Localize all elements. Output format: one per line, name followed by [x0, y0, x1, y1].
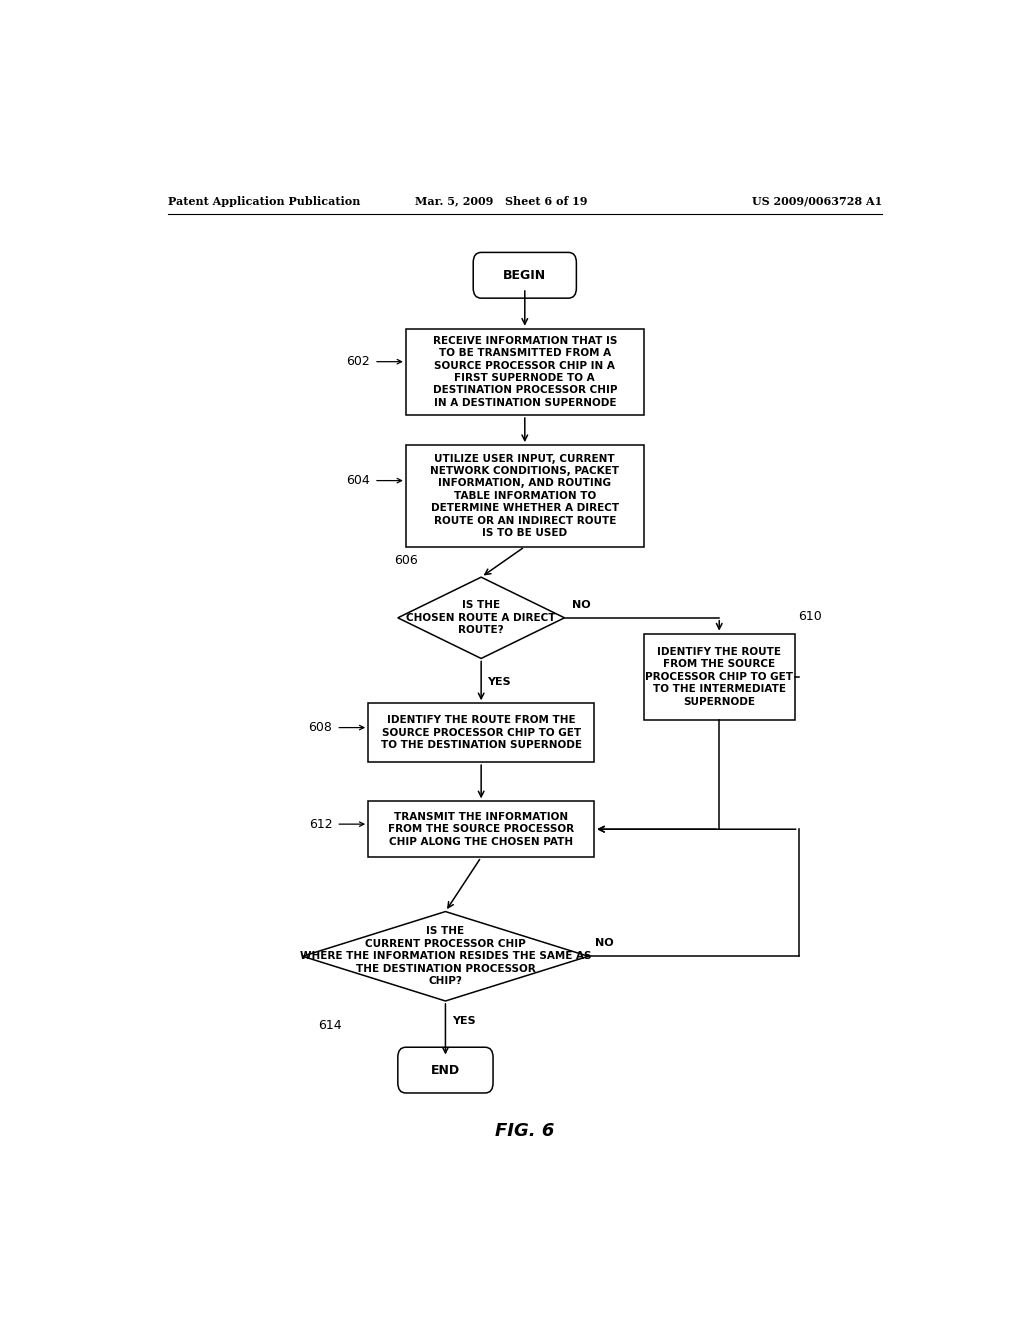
Text: YES: YES — [452, 1016, 475, 1026]
Text: IDENTIFY THE ROUTE
FROM THE SOURCE
PROCESSOR CHIP TO GET
TO THE INTERMEDIATE
SUP: IDENTIFY THE ROUTE FROM THE SOURCE PROCE… — [645, 647, 794, 706]
Bar — [406, 329, 644, 414]
Text: 602: 602 — [346, 355, 370, 368]
FancyBboxPatch shape — [397, 1047, 494, 1093]
Text: 608: 608 — [308, 721, 333, 734]
Text: 606: 606 — [394, 554, 418, 568]
FancyBboxPatch shape — [473, 252, 577, 298]
Text: 612: 612 — [308, 817, 333, 830]
Text: NO: NO — [572, 599, 591, 610]
Polygon shape — [397, 577, 564, 659]
Text: 614: 614 — [318, 1019, 342, 1032]
Text: UTILIZE USER INPUT, CURRENT
NETWORK CONDITIONS, PACKET
INFORMATION, AND ROUTING
: UTILIZE USER INPUT, CURRENT NETWORK COND… — [430, 454, 620, 539]
Text: IS THE
CURRENT PROCESSOR CHIP
WHERE THE INFORMATION RESIDES THE SAME AS
THE DEST: IS THE CURRENT PROCESSOR CHIP WHERE THE … — [300, 927, 591, 986]
Text: Patent Application Publication: Patent Application Publication — [168, 195, 360, 207]
Text: YES: YES — [487, 677, 511, 686]
Text: FIG. 6: FIG. 6 — [496, 1122, 554, 1140]
Text: 610: 610 — [799, 610, 822, 623]
Text: IS THE
CHOSEN ROUTE A DIRECT
ROUTE?: IS THE CHOSEN ROUTE A DIRECT ROUTE? — [407, 601, 556, 635]
Text: IDENTIFY THE ROUTE FROM THE
SOURCE PROCESSOR CHIP TO GET
TO THE DESTINATION SUPE: IDENTIFY THE ROUTE FROM THE SOURCE PROCE… — [381, 715, 582, 750]
Text: BEGIN: BEGIN — [503, 269, 547, 281]
Text: US 2009/0063728 A1: US 2009/0063728 A1 — [752, 195, 882, 207]
Text: 604: 604 — [346, 474, 370, 487]
Text: RECEIVE INFORMATION THAT IS
TO BE TRANSMITTED FROM A
SOURCE PROCESSOR CHIP IN A
: RECEIVE INFORMATION THAT IS TO BE TRANSM… — [432, 335, 617, 408]
Text: TRANSMIT THE INFORMATION
FROM THE SOURCE PROCESSOR
CHIP ALONG THE CHOSEN PATH: TRANSMIT THE INFORMATION FROM THE SOURCE… — [388, 812, 574, 846]
Bar — [406, 445, 644, 546]
Bar — [368, 801, 594, 857]
Text: END: END — [431, 1064, 460, 1077]
Bar — [644, 634, 795, 719]
Text: NO: NO — [595, 939, 613, 948]
Bar — [368, 704, 594, 762]
Polygon shape — [303, 912, 588, 1001]
Text: Mar. 5, 2009   Sheet 6 of 19: Mar. 5, 2009 Sheet 6 of 19 — [415, 195, 587, 207]
